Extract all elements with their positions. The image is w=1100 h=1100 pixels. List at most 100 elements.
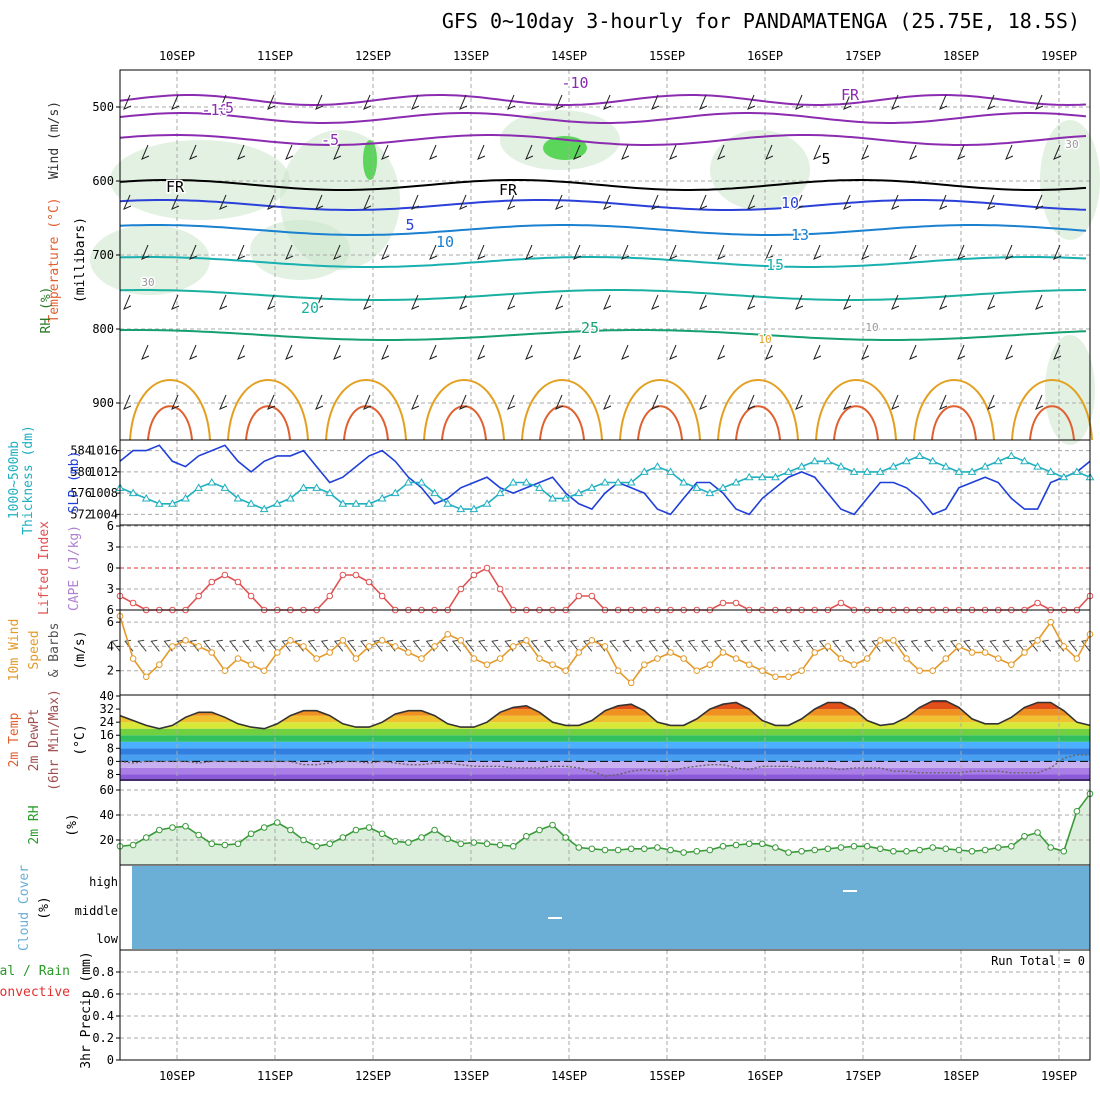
data-point <box>732 655 740 662</box>
wind-barb <box>843 294 852 310</box>
date-label: 13SEP <box>453 49 489 63</box>
wind-barb <box>1053 244 1062 260</box>
date-label: 13SEP <box>453 1069 489 1083</box>
wind-barb <box>622 639 632 652</box>
label-temp-b: 2m DewPt <box>27 709 42 772</box>
wind-barb <box>459 194 468 210</box>
contour-label: -5 <box>321 131 339 149</box>
data-point <box>561 493 571 502</box>
isotherm-line <box>423 379 505 441</box>
cloud-mark <box>548 917 562 919</box>
data-point <box>653 462 662 470</box>
wind-barb <box>281 639 291 652</box>
wind-barb <box>861 244 870 260</box>
y-tick-label: 6 <box>107 603 114 617</box>
data-point <box>955 643 963 650</box>
data-point <box>549 821 556 829</box>
wind-barb <box>779 639 789 652</box>
data-point <box>182 637 189 644</box>
isotherm-line <box>325 379 407 441</box>
data-point <box>352 826 360 834</box>
label-wind-c: & Barbs <box>47 623 62 678</box>
data-point <box>692 483 702 491</box>
wind-barb <box>555 94 564 110</box>
data-point <box>536 826 543 834</box>
temp-bands <box>120 700 1090 781</box>
data-point <box>247 592 255 600</box>
data-point <box>496 841 504 849</box>
data-point <box>1034 829 1041 836</box>
temp-band <box>120 761 1090 768</box>
y-tick-label: 0 <box>107 561 114 575</box>
data-point <box>981 846 989 854</box>
wind-barb <box>1002 639 1012 652</box>
data-point <box>287 637 294 644</box>
data-point <box>457 840 465 848</box>
wind-barb <box>315 294 324 310</box>
data-point <box>654 844 661 851</box>
contour-label: 5 <box>821 150 830 168</box>
temp-band <box>120 702 1090 710</box>
data-point <box>772 844 779 851</box>
wind-barb <box>268 639 278 652</box>
wind-barb <box>832 639 842 652</box>
isotherm-line <box>1011 379 1093 441</box>
wind-barb <box>573 244 582 260</box>
data-point <box>523 832 530 840</box>
cloud-mark <box>843 890 857 892</box>
date-label: 16SEP <box>747 49 783 63</box>
data-point <box>247 830 255 838</box>
data-point <box>470 571 478 579</box>
data-point <box>325 488 335 497</box>
wind-barb <box>451 639 462 652</box>
label-thk-b: Thickness (dm) <box>21 425 36 535</box>
wind-barb <box>123 94 132 110</box>
data-point <box>154 499 164 507</box>
wind-barb <box>267 194 276 210</box>
wind-barb <box>242 639 252 652</box>
wind-barb <box>459 94 468 110</box>
data-point <box>233 493 243 502</box>
data-point <box>234 578 242 586</box>
wind-barb <box>189 144 198 160</box>
wind-barb <box>237 244 246 260</box>
wind-barb <box>891 194 900 210</box>
wind-barb <box>717 144 726 160</box>
isotherm-line <box>119 289 1086 301</box>
y-tick-label: 0.6 <box>92 987 114 1001</box>
wind-barb <box>1035 194 1044 210</box>
y-tick-label: 800 <box>92 322 114 336</box>
wind-barb <box>219 194 228 210</box>
y-tick-label: 0.8 <box>92 965 114 979</box>
wind-barb <box>333 144 342 160</box>
data-point <box>129 599 137 607</box>
wind-barb <box>727 639 737 652</box>
data-point <box>418 834 425 841</box>
isotherm-line <box>119 134 1087 146</box>
wind-barb <box>717 344 726 360</box>
wind-barb <box>1053 344 1062 360</box>
wind-barb <box>747 294 756 310</box>
wind-barb <box>525 244 534 260</box>
data-point <box>300 836 307 844</box>
data-point <box>1046 467 1056 475</box>
data-point <box>508 478 518 486</box>
data-point <box>994 844 1002 851</box>
temp-line <box>119 700 1091 730</box>
data-point <box>377 493 387 502</box>
y-tick-label-right: 1004 <box>89 507 118 521</box>
data-point <box>562 667 569 675</box>
isotherm-line <box>913 379 995 441</box>
label-temp-unit: (°C) <box>73 724 88 755</box>
cloud-level-label: middle <box>75 904 118 918</box>
data-point <box>1008 661 1015 668</box>
contour-label: 10 <box>758 333 771 346</box>
label-profile-temp: Temperature (°C) <box>47 197 62 322</box>
wind-barb <box>507 394 516 410</box>
wind-barb <box>740 639 750 652</box>
data-point <box>470 655 478 662</box>
data-point <box>128 488 138 497</box>
isotherm-line <box>227 379 309 441</box>
data-point <box>156 661 163 668</box>
wind-barb <box>923 639 934 652</box>
